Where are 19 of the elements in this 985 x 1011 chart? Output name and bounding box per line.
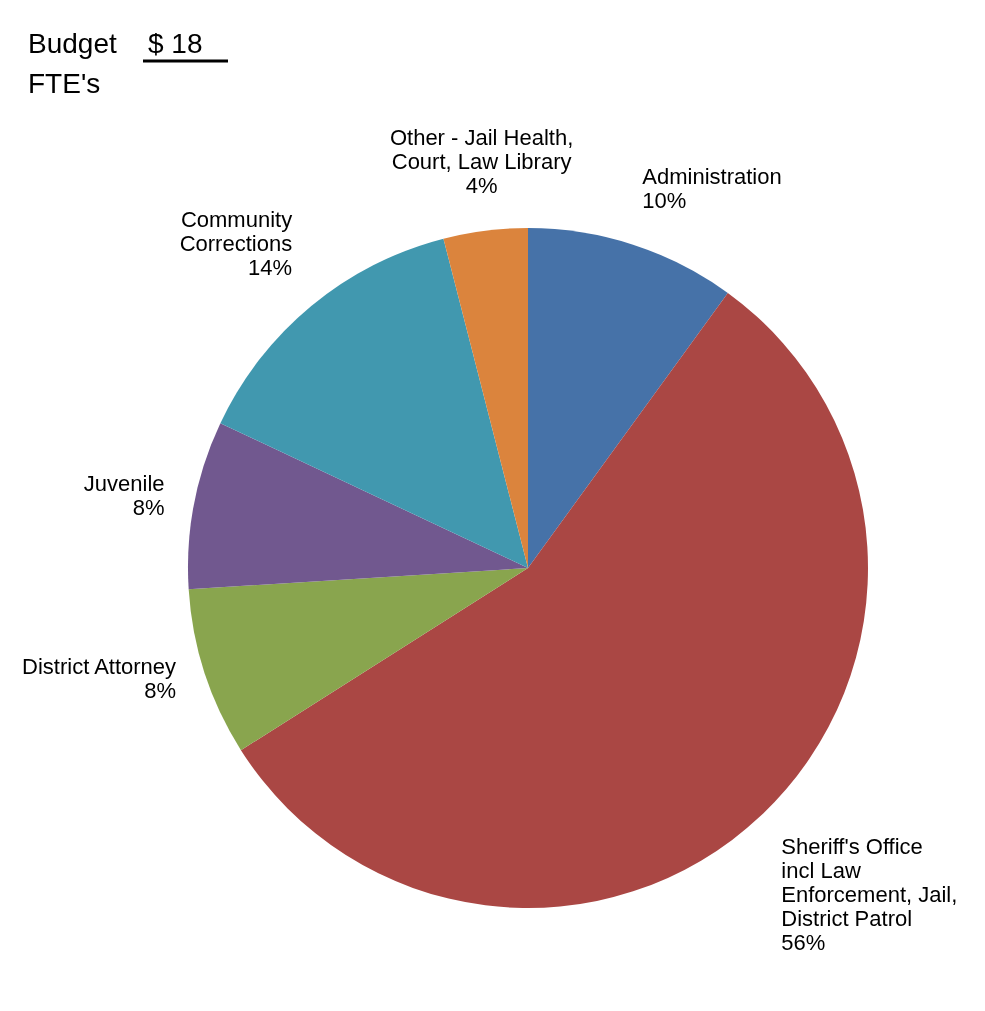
slice-label: Community Corrections	[179, 206, 293, 256]
data-label: 8%	[144, 678, 177, 704]
slice-label: Administration	[642, 164, 782, 190]
slice-label: District Attorney	[22, 654, 177, 680]
slice-label: Other - Jail Health, Court, Law Library	[389, 124, 574, 174]
text: FTE's	[28, 68, 101, 99]
pie-slice	[528, 228, 728, 568]
text: $ 18	[148, 28, 203, 59]
slice-label: Juvenile	[83, 470, 165, 496]
pie-slice	[188, 423, 528, 590]
data-label: 10%	[642, 188, 687, 214]
text: Budget	[28, 28, 117, 59]
pie-slice	[188, 568, 528, 751]
data-label: 56%	[781, 929, 826, 955]
pie-slice	[443, 228, 528, 568]
slice-label: Sheriff's Office incl Law Enforcement, Jail, District Patrol	[781, 833, 958, 931]
data-label: 14%	[248, 254, 293, 280]
data-label: 8%	[132, 494, 165, 520]
data-label: 4%	[465, 172, 498, 198]
